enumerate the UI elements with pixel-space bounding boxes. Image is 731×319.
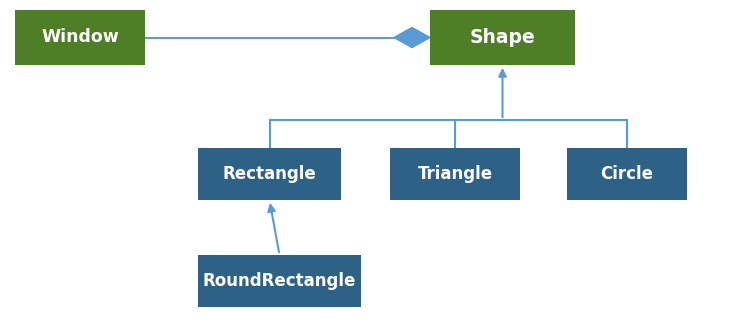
FancyBboxPatch shape (198, 148, 341, 200)
Text: Circle: Circle (600, 165, 654, 183)
Text: Shape: Shape (469, 28, 535, 47)
Text: Rectangle: Rectangle (223, 165, 317, 183)
Text: Triangle: Triangle (417, 165, 493, 183)
FancyBboxPatch shape (390, 148, 520, 200)
FancyBboxPatch shape (430, 10, 575, 65)
FancyBboxPatch shape (15, 10, 145, 65)
FancyBboxPatch shape (567, 148, 687, 200)
Polygon shape (394, 27, 430, 48)
FancyBboxPatch shape (198, 255, 361, 307)
Text: Window: Window (41, 28, 119, 47)
Text: RoundRectangle: RoundRectangle (202, 272, 356, 290)
